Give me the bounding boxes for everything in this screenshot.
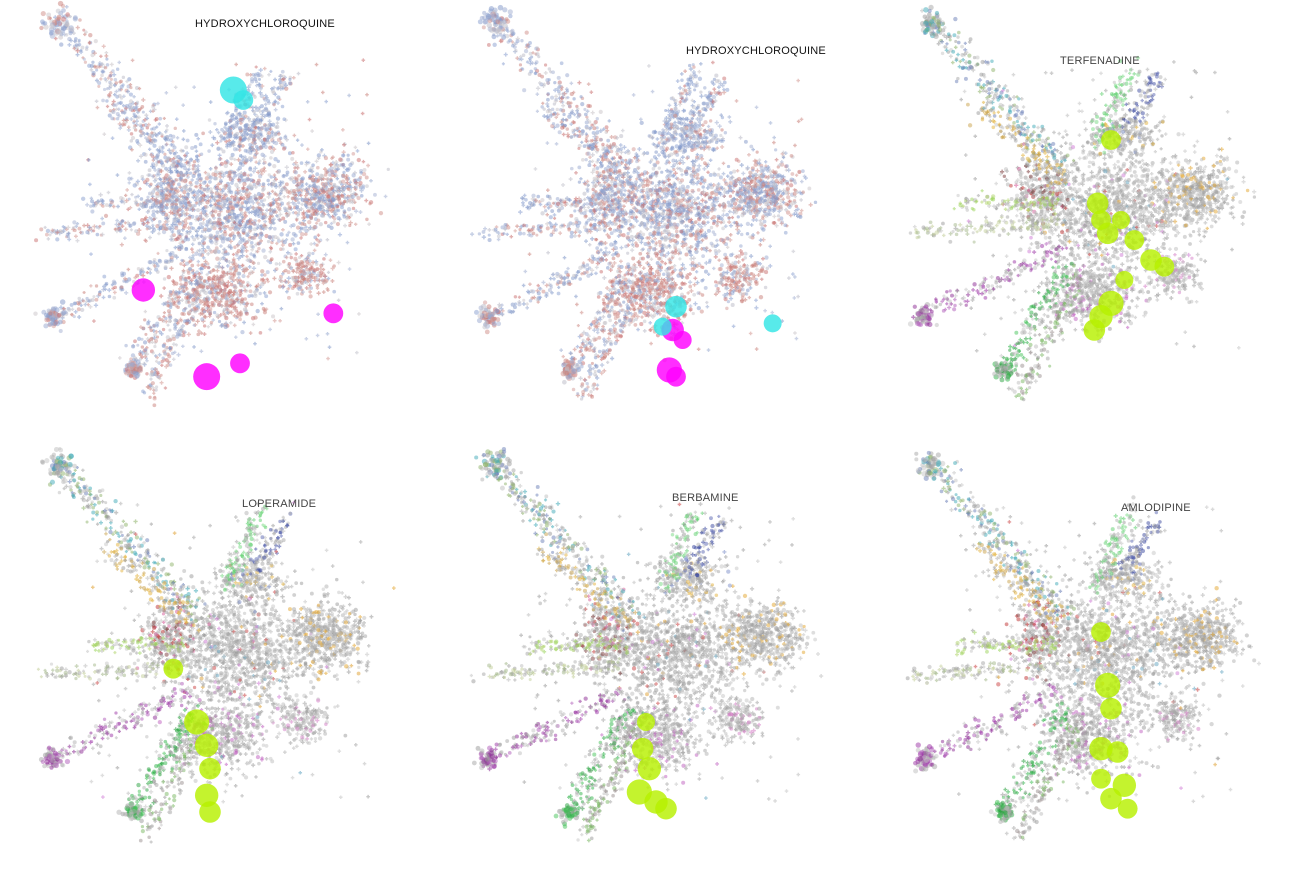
highlight-point-9 [1115, 271, 1134, 289]
highlight-point-6 [1091, 768, 1111, 789]
highlight-point-4 [199, 757, 221, 780]
highlight-point-2 [1086, 192, 1109, 215]
highlight-point-8 [1154, 256, 1175, 277]
scatter-panel-3: TERFENADINE [871, 0, 1306, 442]
highlight-point-2 [631, 737, 654, 760]
highlight-point-3 [193, 363, 221, 391]
point-cloud [470, 4, 818, 401]
panel-title-5: BERBAMINE [672, 492, 739, 504]
scatter-plot-2 [470, 4, 818, 401]
highlight-point-6 [653, 317, 672, 336]
point-cloud [36, 446, 396, 844]
panel-title-1: HYDROXYCHLOROQUINE [195, 18, 335, 30]
scatter-plot-5 [469, 447, 824, 843]
highlight-point-1 [637, 713, 655, 731]
point-cloud [905, 450, 1262, 841]
panel-title-2: HYDROXYCHLOROQUINE [686, 45, 826, 57]
highlight-point-1 [1091, 622, 1111, 642]
highlight-point-3 [637, 756, 662, 781]
panel-title-6: AMLODIPINE [1121, 502, 1191, 514]
panel-title-3: TERFENADINE [1060, 55, 1140, 67]
highlight-point-3 [194, 733, 219, 758]
highlight-point-5 [665, 295, 687, 318]
highlight-point-1 [1101, 130, 1121, 150]
point-cloud [33, 0, 390, 408]
highlight-point-6 [199, 801, 221, 823]
highlight-point-1 [131, 278, 156, 302]
scatter-plot-4 [36, 446, 396, 844]
scatter-panel-2: HYDROXYCHLOROQUINE [436, 0, 871, 442]
highlight-point-2 [323, 303, 344, 324]
highlight-point-4 [230, 353, 250, 374]
highlight-point-2 [184, 709, 210, 735]
highlight-point-6 [233, 90, 254, 110]
highlight-point-12 [1083, 319, 1106, 341]
scatter-panel-5: BERBAMINE [436, 442, 871, 884]
highlight-point-4 [1089, 736, 1113, 761]
scatter-plot-3 [907, 4, 1257, 402]
highlight-point-4 [1096, 222, 1119, 245]
panel-title-4: LOPERAMIDE [242, 498, 316, 510]
scatter-plot-6 [905, 450, 1262, 841]
scatter-panel-4: LOPERAMIDE [0, 442, 435, 884]
point-cloud [469, 447, 824, 843]
highlight-point-6 [1124, 230, 1145, 250]
scatter-plot-1 [33, 0, 390, 408]
highlight-point-1 [163, 658, 184, 679]
highlight-point-2 [1095, 672, 1121, 698]
highlight-point-4 [673, 331, 692, 349]
highlight-point-7 [763, 314, 782, 333]
highlight-point-8 [1100, 787, 1122, 810]
highlight-point-3 [1100, 697, 1122, 720]
scatter-panel-6: AMLODIPINE [871, 442, 1306, 884]
highlight-point-3 [666, 366, 686, 387]
highlight-point-6 [655, 797, 677, 820]
highlight-point-9 [1117, 798, 1138, 819]
scatter-panel-1: HYDROXYCHLOROQUINE [0, 0, 435, 442]
highlight-point-5 [194, 783, 219, 808]
highlight-point-5 [1106, 741, 1129, 763]
highlight-point-5 [1112, 211, 1130, 229]
